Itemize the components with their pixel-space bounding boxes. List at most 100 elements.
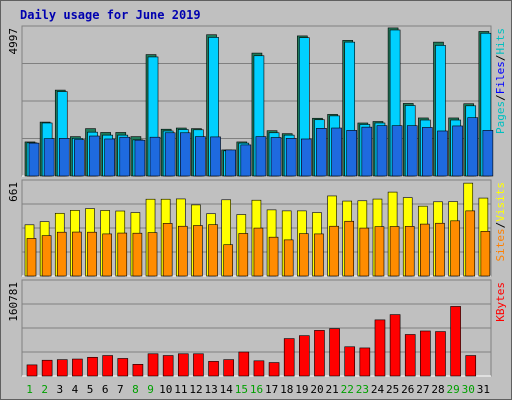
day-label: 1 [26, 383, 33, 396]
bar-pages [149, 136, 161, 177]
bar-kbytes [283, 338, 295, 377]
bar-kbytes [238, 351, 250, 377]
panel-max-label: 160781 [7, 282, 20, 322]
bar-pages [225, 149, 236, 177]
bar-pages [270, 137, 282, 177]
day-label: 5 [87, 383, 94, 396]
day-label: 29 [447, 383, 460, 396]
bar-sites [147, 232, 158, 277]
bar-pages [58, 138, 70, 177]
bar-kbytes [102, 355, 113, 377]
day-label: 15 [235, 383, 248, 396]
panel-sites-visits: 661 Sites/Visits [7, 179, 507, 277]
bar-kbytes [223, 359, 234, 377]
bar-kbytes [420, 330, 431, 377]
bar-sites [359, 227, 370, 277]
bar-pages [179, 132, 191, 177]
day-label: 31 [477, 383, 490, 396]
bar-sites [56, 231, 67, 277]
bar-sites [283, 239, 294, 277]
bar-kbytes [299, 335, 310, 377]
bar-sites [404, 226, 415, 277]
bar-pages [422, 127, 433, 177]
series-kbytes [26, 306, 477, 377]
legend-entry: Files [494, 61, 507, 94]
day-label: 16 [250, 383, 263, 396]
bar-pages [164, 132, 176, 177]
bar-pages [467, 117, 479, 177]
day-label: 26 [401, 383, 414, 396]
bar-kbytes [314, 330, 325, 377]
legend-entry: / [494, 55, 507, 62]
day-label: 6 [102, 383, 109, 396]
day-label: 14 [220, 383, 234, 396]
bar-kbytes [404, 334, 416, 377]
bar-kbytes [26, 364, 38, 377]
bar-sites [314, 233, 324, 277]
day-label: 18 [280, 383, 293, 396]
day-label: 3 [57, 383, 64, 396]
bar-kbytes [117, 358, 129, 377]
legend-entry: Hits [494, 28, 507, 55]
day-label: 10 [159, 383, 172, 396]
bar-pages [285, 138, 297, 177]
bar-sites [177, 225, 188, 277]
bar-pages [43, 138, 55, 177]
bar-sites [87, 231, 97, 277]
bar-pages [452, 125, 463, 177]
bar-sites [162, 223, 173, 277]
day-labels: 1 2 3 4 5 6 7 8 9 10 11 12 13 14 15 16 17 18 19 20 21 22 23 24 2… [26, 383, 490, 396]
bar-sites [450, 220, 460, 277]
bar-sites [72, 231, 82, 277]
bar-sites [420, 223, 430, 277]
bar-kbytes [41, 359, 53, 377]
bar-pages [482, 130, 494, 177]
legend-entry: Sites [494, 228, 507, 261]
bar-pages [346, 130, 358, 177]
bar-sites [435, 222, 445, 277]
day-label: 30 [462, 383, 475, 396]
day-label: 25 [386, 383, 399, 396]
bar-pages [240, 144, 252, 177]
bar-sites [102, 233, 112, 277]
day-label: 4 [72, 383, 79, 396]
legend-entry: KBytes [494, 282, 507, 322]
day-label: 9 [147, 383, 154, 396]
series-sites [26, 210, 491, 277]
bar-pages [361, 126, 373, 177]
bar-sites [132, 232, 143, 277]
bar-kbytes [177, 353, 189, 377]
bar-kbytes [253, 360, 265, 377]
bar-kbytes [193, 353, 204, 377]
bar-pages [134, 139, 146, 177]
bar-pages [104, 138, 115, 177]
bar-sites [223, 244, 233, 277]
bar-kbytes [435, 331, 446, 377]
bar-sites [389, 226, 400, 277]
bar-sites [117, 232, 128, 277]
chart-title: Daily usage for June 2019 [20, 8, 201, 22]
bar-sites [480, 231, 491, 277]
panel-legend: Sites/Visits [494, 182, 507, 262]
chart-panels: 4997Pages/Files/Hits661Sites/Visits16078… [7, 25, 507, 377]
bar-kbytes [450, 306, 461, 377]
bar-kbytes [344, 346, 356, 377]
bar-kbytes [389, 314, 401, 377]
bar-pages [376, 125, 388, 177]
bar-pages [437, 130, 448, 177]
bar-kbytes [268, 362, 280, 377]
legend-entry: / [494, 222, 507, 229]
bar-pages [406, 125, 418, 177]
panel-kbytes: 160781 KBytes [7, 279, 507, 377]
panel-legend: KBytes [494, 282, 507, 322]
panel-max-label: 4997 [7, 28, 20, 55]
bar-sites [374, 226, 385, 277]
legend-entry: Pages [494, 101, 507, 134]
bar-sites [268, 236, 279, 277]
day-label: 28 [431, 383, 444, 396]
panel-max-label: 661 [7, 182, 20, 202]
bar-kbytes [147, 353, 159, 377]
bar-pages [74, 139, 85, 177]
bar-pages [195, 136, 206, 177]
